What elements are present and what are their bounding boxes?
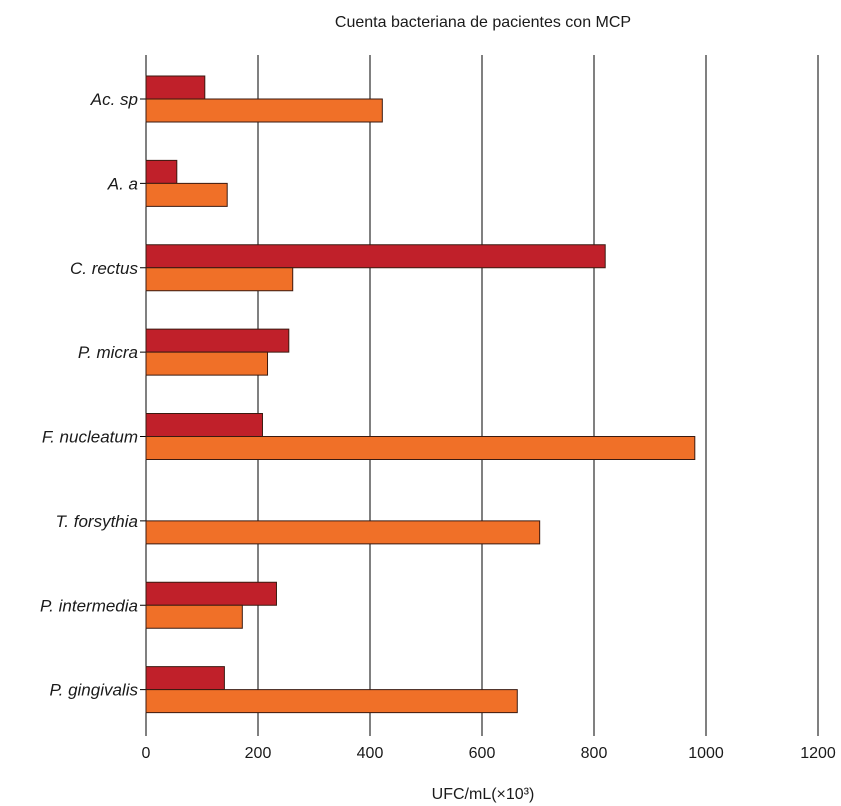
x-axis-title: UFC/mL(×10³) [432,786,535,803]
category-label: P. micra [78,343,138,362]
chart-title: Cuenta bacteriana de pacientes con MCP [335,14,631,31]
bar-series-1 [145,666,225,691]
bar-series-2 [145,351,269,376]
grid-lines [140,55,819,730]
x-tick-label: 600 [469,745,496,762]
bar-series-2 [145,689,518,714]
x-tick-label: 400 [357,745,384,762]
category-label: C. rectus [70,259,139,278]
x-tick-label: 1000 [688,745,724,762]
bar-series-1 [145,581,277,606]
category-label: A. a [107,174,138,193]
x-tick-label: 0 [142,745,151,762]
category-label: P. intermedia [40,596,138,615]
bar-series-2 [145,267,294,292]
bar-series-1 [145,328,290,353]
bar-series-1 [145,75,206,100]
category-label: Ac. sp [90,90,138,109]
bar-series-1 [145,413,263,437]
x-tick-label: 800 [581,745,608,762]
x-tick-label: 200 [245,745,272,762]
bar-series-2 [145,604,243,629]
category-label: P. gingivalis [49,681,138,700]
category-label: F. nucleatum [42,428,138,447]
bar-series-1 [145,159,178,184]
bar-series-1 [145,244,606,269]
bar-series-2 [145,520,541,545]
bars [145,75,696,714]
bar-series-2 [145,98,383,123]
y-axis-categories: Ac. sp A. a C. rectus P. micra F. nucleatum T… [40,90,138,700]
bar-series-2 [145,436,696,460]
x-tick-label: 1200 [800,745,836,762]
x-axis-ticks: 0 200 400 600 800 1000 1200 [142,730,836,762]
bar-series-2 [145,182,228,207]
category-label: T. forsythia [55,512,138,531]
